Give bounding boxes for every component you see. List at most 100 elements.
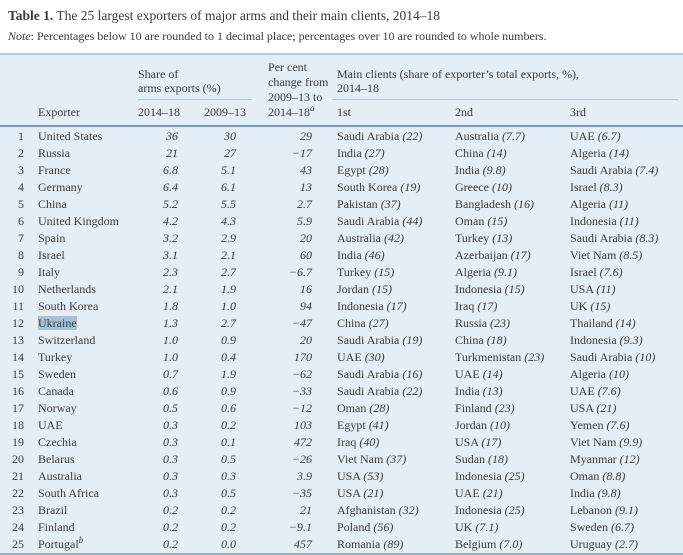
share-2014-18-cell: 2.3 (163, 265, 178, 279)
client-share: (12) (619, 452, 640, 466)
pct-change-cell: 29 (300, 129, 313, 143)
rank-cell: 19 (12, 435, 24, 449)
client-share: (7.4) (635, 163, 659, 177)
client-share: (44) (402, 214, 423, 228)
rank-cell: 21 (12, 469, 24, 483)
exporter-name: Norway (38, 401, 77, 415)
group-header-row: Share of arms exports (%) Per cent chang… (0, 54, 683, 127)
exporter-cell: Russia (30, 145, 130, 162)
exporter-cell: Turkey (30, 349, 130, 366)
client-share: (7.7) (502, 129, 526, 143)
share-2009-13-cell: 0.0 (221, 537, 237, 551)
exporter-cell: United Kingdom (30, 213, 130, 230)
share-2014-18-cell: 0.5 (163, 401, 178, 415)
share-2009-13-cell: 0.5 (221, 486, 237, 500)
client-share: (7.6) (597, 384, 621, 398)
client-share: (25) (504, 503, 525, 517)
client-share: (37) (386, 452, 407, 466)
share-2014-18-cell: 36 (166, 129, 178, 143)
client-2nd-cell: Oman (15) (450, 213, 565, 230)
share-2009-13-cell: 5.5 (221, 197, 237, 211)
client-1st-cell: Poland (56) (332, 519, 450, 536)
client-share: (14) (615, 316, 636, 330)
client-country: Viet Nam (570, 435, 620, 449)
client-country: Sweden (570, 520, 612, 534)
share-2009-13-cell: 6.1 (221, 180, 237, 194)
client-country: UK (570, 299, 591, 313)
client-3rd-cell: USA (21) (565, 400, 683, 417)
exporter-cell: Czechia (30, 434, 130, 451)
client-share: (11) (596, 282, 616, 296)
rank-cell: 8 (18, 248, 24, 262)
client-country: China (337, 316, 369, 330)
empty-header-cell (0, 54, 130, 100)
client-1st-cell: USA (21) (332, 485, 450, 502)
client-country: Uruguay (570, 537, 616, 551)
client-1st-cell: Saudi Arabia (19) (332, 332, 450, 349)
client-2nd-cell: Bangladesh (16) (450, 196, 565, 213)
exporter-name: Belarus (38, 452, 75, 466)
client-share: (15) (590, 299, 611, 313)
client-share: (14) (486, 146, 507, 160)
share-2009-13-cell: 4.3 (221, 214, 237, 228)
rank-cell: 3 (18, 163, 24, 177)
client-1st-cell: Jordan (15) (332, 281, 450, 298)
client-country: Sudan (455, 452, 489, 466)
client-share: (18) (488, 452, 509, 466)
exporter-name: Switzerland (38, 333, 96, 347)
table-row: 4 Germany 6.4 6.1 13 South Korea (19) Gr… (0, 179, 683, 196)
client-country: Jordan (455, 418, 491, 432)
client-1st-cell: Afghanistan (32) (332, 502, 450, 519)
exporter-name: Brazil (38, 503, 68, 517)
pct-change-cell: −6.7 (288, 265, 313, 279)
client-country: Iraq (455, 299, 478, 313)
client-country: Saudi Arabia (337, 129, 403, 143)
pct-change-cell: −47 (291, 316, 313, 330)
rank-cell: 4 (18, 180, 24, 194)
client-1st-cell: India (27) (332, 145, 450, 162)
exporter-name: Israel (38, 248, 65, 262)
client-share: (19) (400, 180, 421, 194)
client-1st-cell: Egypt (28) (332, 162, 450, 179)
table-row: 11 South Korea 1.8 1.0 94 Indonesia (17)… (0, 298, 683, 315)
exporter-name: Australia (38, 469, 82, 483)
client-share: (10) (609, 367, 629, 381)
share-2009-13-cell: 0.2 (221, 520, 237, 534)
table-row: 8 Israel 3.1 2.1 60 India (46) Azerbaija… (0, 247, 683, 264)
exporter-name: Czechia (38, 435, 77, 449)
client-2nd-cell: Finland (23) (450, 400, 565, 417)
exporter-cell: France (30, 162, 130, 179)
client-share: (13) (492, 231, 513, 245)
table-row: 1 United States 36 30 29 Saudi Arabia (2… (0, 126, 683, 145)
client-country: Indonesia (455, 469, 505, 483)
client-country: India (455, 384, 483, 398)
share-group-header: Share of arms exports (%) (130, 54, 256, 100)
pct-change-cell: 94 (300, 299, 313, 313)
client-share: (21) (482, 486, 503, 500)
client-2nd-cell: UK (7.1) (450, 519, 565, 536)
client-country: UAE (455, 486, 483, 500)
client-country: China (455, 146, 487, 160)
client-3rd-header: 3rd (565, 99, 683, 128)
share-2009-13-cell: 0.3 (221, 469, 237, 483)
client-1st-cell: UAE (30) (332, 349, 450, 366)
share-2014-18-cell: 5.2 (163, 197, 178, 211)
client-2nd-cell: Indonesia (25) (450, 468, 565, 485)
client-share: (14) (609, 146, 629, 160)
client-country: Algeria (455, 265, 494, 279)
client-3rd-cell: Yemen (7.6) (565, 417, 683, 434)
table-note-label: Note (8, 29, 31, 43)
share-2014-18-cell: 4.2 (163, 214, 178, 228)
client-country: Azerbaijan (455, 248, 511, 262)
share-2014-18-cell: 1.3 (163, 316, 178, 330)
client-share: (15) (372, 282, 393, 296)
client-country: USA (337, 469, 364, 483)
client-country: Russia (455, 316, 491, 330)
client-3rd-cell: Viet Nam (8.5) (565, 247, 683, 264)
share-2014-18-cell: 3.2 (163, 231, 178, 245)
table-row: 13 Switzerland 1.0 0.9 20 Saudi Arabia (… (0, 332, 683, 349)
pct-change-cell: 3.9 (297, 469, 313, 483)
client-country: UK (455, 520, 476, 534)
client-share: (15) (487, 214, 508, 228)
client-share: (11) (609, 197, 629, 211)
